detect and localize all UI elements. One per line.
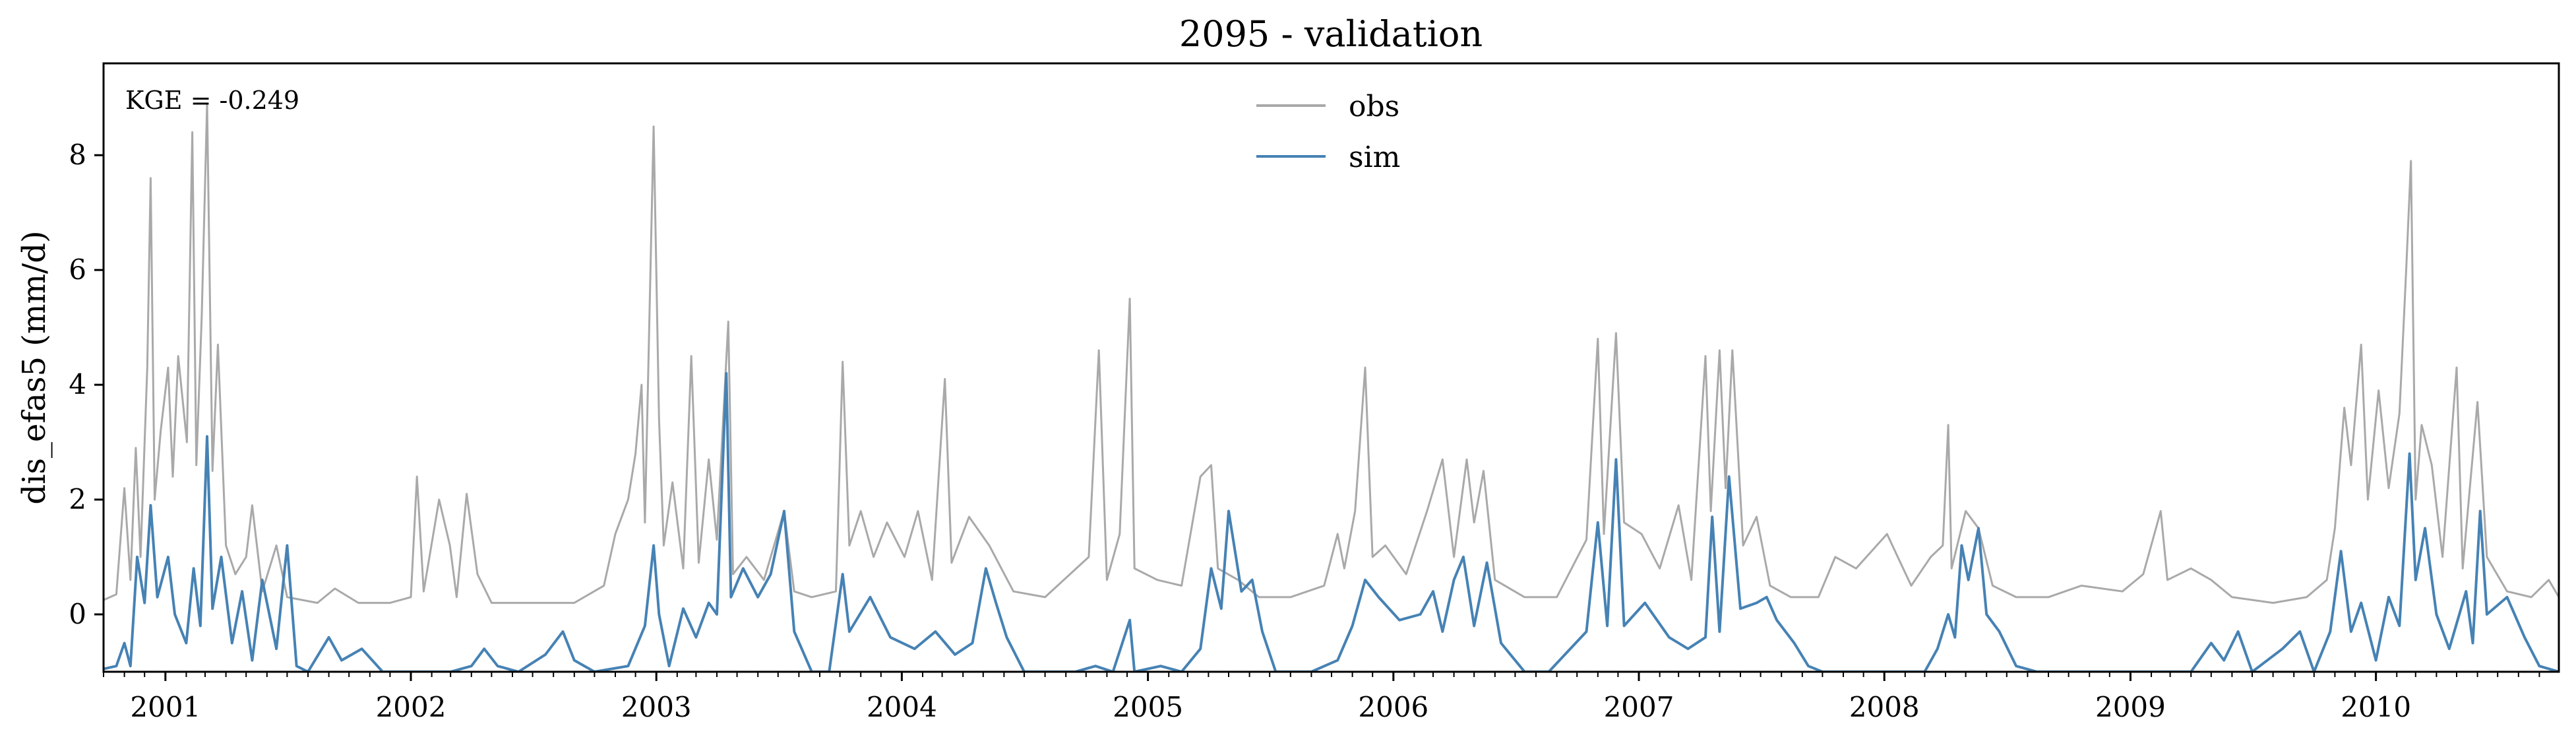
x-tick-label: 2006 (1358, 691, 1428, 723)
y-tick-label: 8 (69, 139, 86, 171)
x-tick-label: 2002 (376, 691, 446, 723)
x-tick-label: 2009 (2095, 691, 2166, 723)
series-line-obs (104, 102, 2559, 604)
y-tick-label: 2 (69, 483, 86, 515)
legend-label-sim: sim (1349, 141, 1400, 174)
x-tick-label: 2008 (1849, 691, 1920, 723)
plot-area (104, 102, 2559, 672)
chart-title: 2095 - validation (1179, 13, 1483, 55)
x-tick-label: 2004 (867, 691, 937, 723)
x-tick-label: 2003 (621, 691, 692, 723)
plot-frame (102, 62, 2560, 673)
series-line-sim (104, 372, 2559, 672)
y-tick-label: 4 (69, 368, 86, 401)
y-axis-ticks: 0 2 4 6 8 (69, 139, 104, 630)
x-axis-ticks: 2001 2002 2003 2004 2005 2006 2007 2008 2009 2010 (103, 672, 2540, 723)
legend: obs sim (1256, 90, 1400, 174)
x-tick-label: 2007 (1604, 691, 1674, 723)
y-axis-label: dis_efas5 (mm/d) (16, 230, 53, 504)
x-tick-label: 2010 (2341, 691, 2411, 723)
x-tick-label: 2005 (1113, 691, 1183, 723)
y-tick-label: 0 (69, 598, 86, 630)
legend-label-obs: obs (1349, 90, 1399, 123)
kge-annotation: KGE = -0.249 (125, 86, 299, 115)
x-tick-label: 2001 (130, 691, 200, 723)
y-tick-label: 6 (69, 253, 86, 286)
